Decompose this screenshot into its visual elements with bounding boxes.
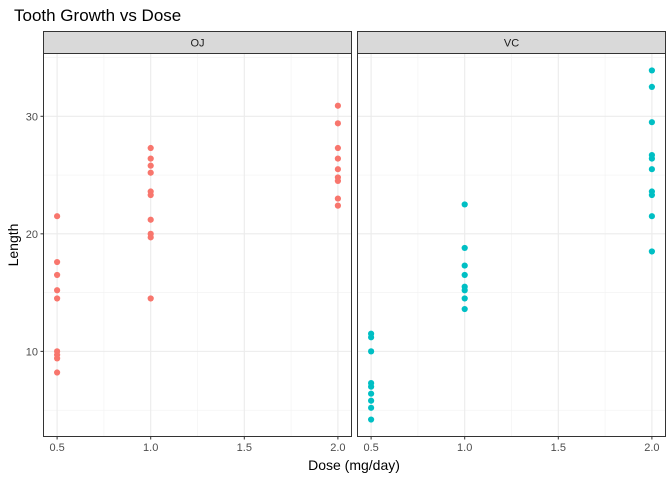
data-point: [368, 404, 375, 411]
data-point: [54, 295, 61, 302]
data-point: [54, 271, 61, 279]
panel-grid-oj: [44, 54, 351, 436]
data-point: [334, 177, 341, 185]
data-point: [334, 120, 341, 127]
data-point: [461, 271, 468, 279]
data-point: [54, 355, 61, 362]
data-point: [147, 295, 154, 302]
x-tick-label: 0.5: [363, 442, 378, 454]
data-point: [54, 213, 61, 220]
data-point: [147, 155, 154, 162]
data-point: [461, 287, 468, 294]
data-point: [648, 248, 655, 255]
data-point: [334, 102, 341, 109]
data-point: [648, 119, 655, 126]
data-point: [648, 213, 655, 220]
x-axis-vc: 0.5 1.0 1.5 2.0: [363, 436, 660, 454]
points-vc: [368, 67, 655, 423]
panel-border-vc: [357, 53, 666, 437]
data-point: [368, 397, 375, 404]
x-tick-label: 2.0: [330, 442, 345, 454]
x-tick-label: 2.0: [644, 442, 659, 454]
data-point: [461, 262, 468, 269]
chart-title: Tooth Growth vs Dose: [14, 6, 181, 25]
data-point: [334, 166, 341, 173]
data-point: [368, 416, 375, 423]
y-tick-label: 10: [26, 346, 38, 358]
data-point: [461, 305, 468, 313]
data-point: [334, 144, 341, 152]
facet-panel-vc: VC 0.5 1.0 1.5 2.0: [357, 31, 666, 454]
data-point: [368, 390, 375, 397]
data-point: [461, 244, 468, 252]
data-point: [147, 169, 154, 176]
x-axis-title: Dose (mg/day): [308, 457, 400, 473]
data-point: [648, 155, 655, 162]
x-tick-label: 1.5: [237, 442, 252, 454]
points-oj: [54, 102, 341, 376]
data-point: [334, 155, 341, 162]
panel-grid-vc: [358, 54, 665, 436]
data-point: [147, 234, 154, 241]
y-tick-label: 30: [26, 111, 38, 123]
data-point: [334, 202, 341, 209]
data-point: [54, 287, 61, 294]
x-tick-label: 1.5: [551, 442, 566, 454]
data-point: [368, 383, 375, 390]
data-point: [147, 144, 154, 152]
facet-strip-label-vc: VC: [504, 38, 519, 50]
x-axis-oj: 0.5 1.0 1.5 2.0: [49, 436, 346, 454]
x-tick-label: 1.0: [457, 442, 472, 454]
data-point: [368, 348, 375, 355]
data-point: [147, 216, 154, 223]
data-point: [648, 67, 655, 74]
y-axis-title: Length: [5, 224, 21, 267]
y-tick-label: 20: [26, 229, 38, 241]
data-point: [648, 166, 655, 173]
y-axis: 10 20 30: [26, 111, 44, 358]
facet-strip-label-oj: OJ: [190, 38, 204, 50]
data-point: [368, 334, 375, 341]
data-point: [334, 195, 341, 202]
x-tick-label: 1.0: [143, 442, 158, 454]
facet-panel-oj: OJ 0.5 1.0 1.5 2.0: [43, 31, 352, 454]
data-point: [648, 83, 655, 91]
data-point: [461, 295, 468, 302]
data-point: [147, 162, 154, 169]
data-point: [54, 369, 61, 376]
x-tick-label: 0.5: [49, 442, 64, 454]
data-point: [147, 191, 154, 199]
data-point: [54, 258, 61, 266]
panel-border-oj: [43, 53, 352, 437]
data-point: [648, 191, 655, 199]
data-point: [461, 201, 468, 208]
